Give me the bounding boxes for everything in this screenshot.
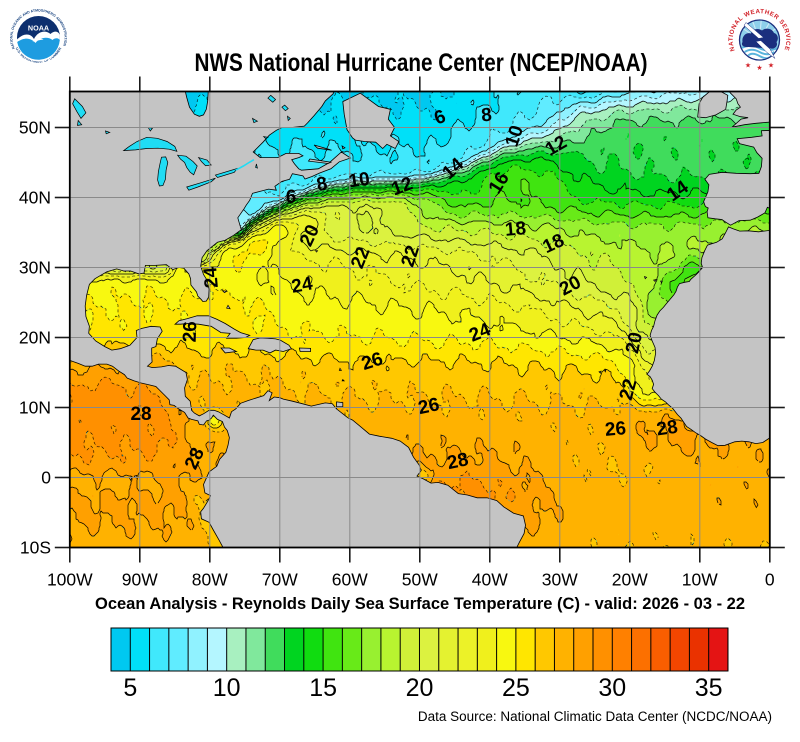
svg-text:10: 10 [213,674,241,702]
svg-text:25: 25 [502,674,530,702]
svg-text:★: ★ [745,62,751,70]
svg-text:Ocean Analysis - Reynolds Dail: Ocean Analysis - Reynolds Daily Sea Surf… [95,594,745,613]
svg-text:80W: 80W [192,570,228,590]
svg-text:28: 28 [130,404,151,425]
svg-text:20: 20 [406,674,434,702]
svg-text:26: 26 [180,321,202,343]
svg-text:NWS National Hurricane Center: NWS National Hurricane Center (NCEP/NOAA… [195,49,648,77]
svg-text:5: 5 [123,674,137,702]
svg-text:20W: 20W [612,570,648,590]
svg-text:NOAA: NOAA [28,24,49,33]
svg-text:26: 26 [604,418,627,441]
svg-text:40W: 40W [472,570,508,590]
svg-text:8: 8 [315,173,329,196]
svg-text:★: ★ [768,62,774,70]
svg-text:50W: 50W [402,570,438,590]
svg-text:0: 0 [41,468,51,488]
svg-text:18: 18 [504,218,527,241]
svg-text:★: ★ [756,64,762,72]
svg-text:30: 30 [598,674,626,702]
svg-text:50N: 50N [19,118,51,138]
svg-text:0: 0 [765,570,775,590]
svg-text:20N: 20N [19,328,51,348]
svg-text:24: 24 [290,273,315,297]
svg-text:10W: 10W [682,570,718,590]
svg-text:28: 28 [655,417,679,441]
svg-text:10S: 10S [20,538,51,558]
svg-text:90W: 90W [122,570,158,590]
svg-text:10N: 10N [19,398,51,418]
svg-text:70W: 70W [262,570,298,590]
svg-text:40N: 40N [19,188,51,208]
svg-text:28: 28 [445,449,470,474]
svg-text:26: 26 [416,394,441,419]
svg-text:8: 8 [480,105,492,127]
svg-text:35: 35 [695,674,723,702]
svg-text:30N: 30N [19,258,51,278]
svg-text:Data Source: National Climatic: Data Source: National Climatic Data Cent… [418,709,772,724]
svg-text:15: 15 [309,674,337,702]
svg-text:6: 6 [286,187,297,208]
svg-text:20: 20 [622,330,647,355]
svg-text:24: 24 [200,266,223,289]
svg-text:30W: 30W [542,570,578,590]
svg-text:10: 10 [347,169,371,193]
svg-text:100W: 100W [47,570,93,590]
svg-text:60W: 60W [332,570,368,590]
